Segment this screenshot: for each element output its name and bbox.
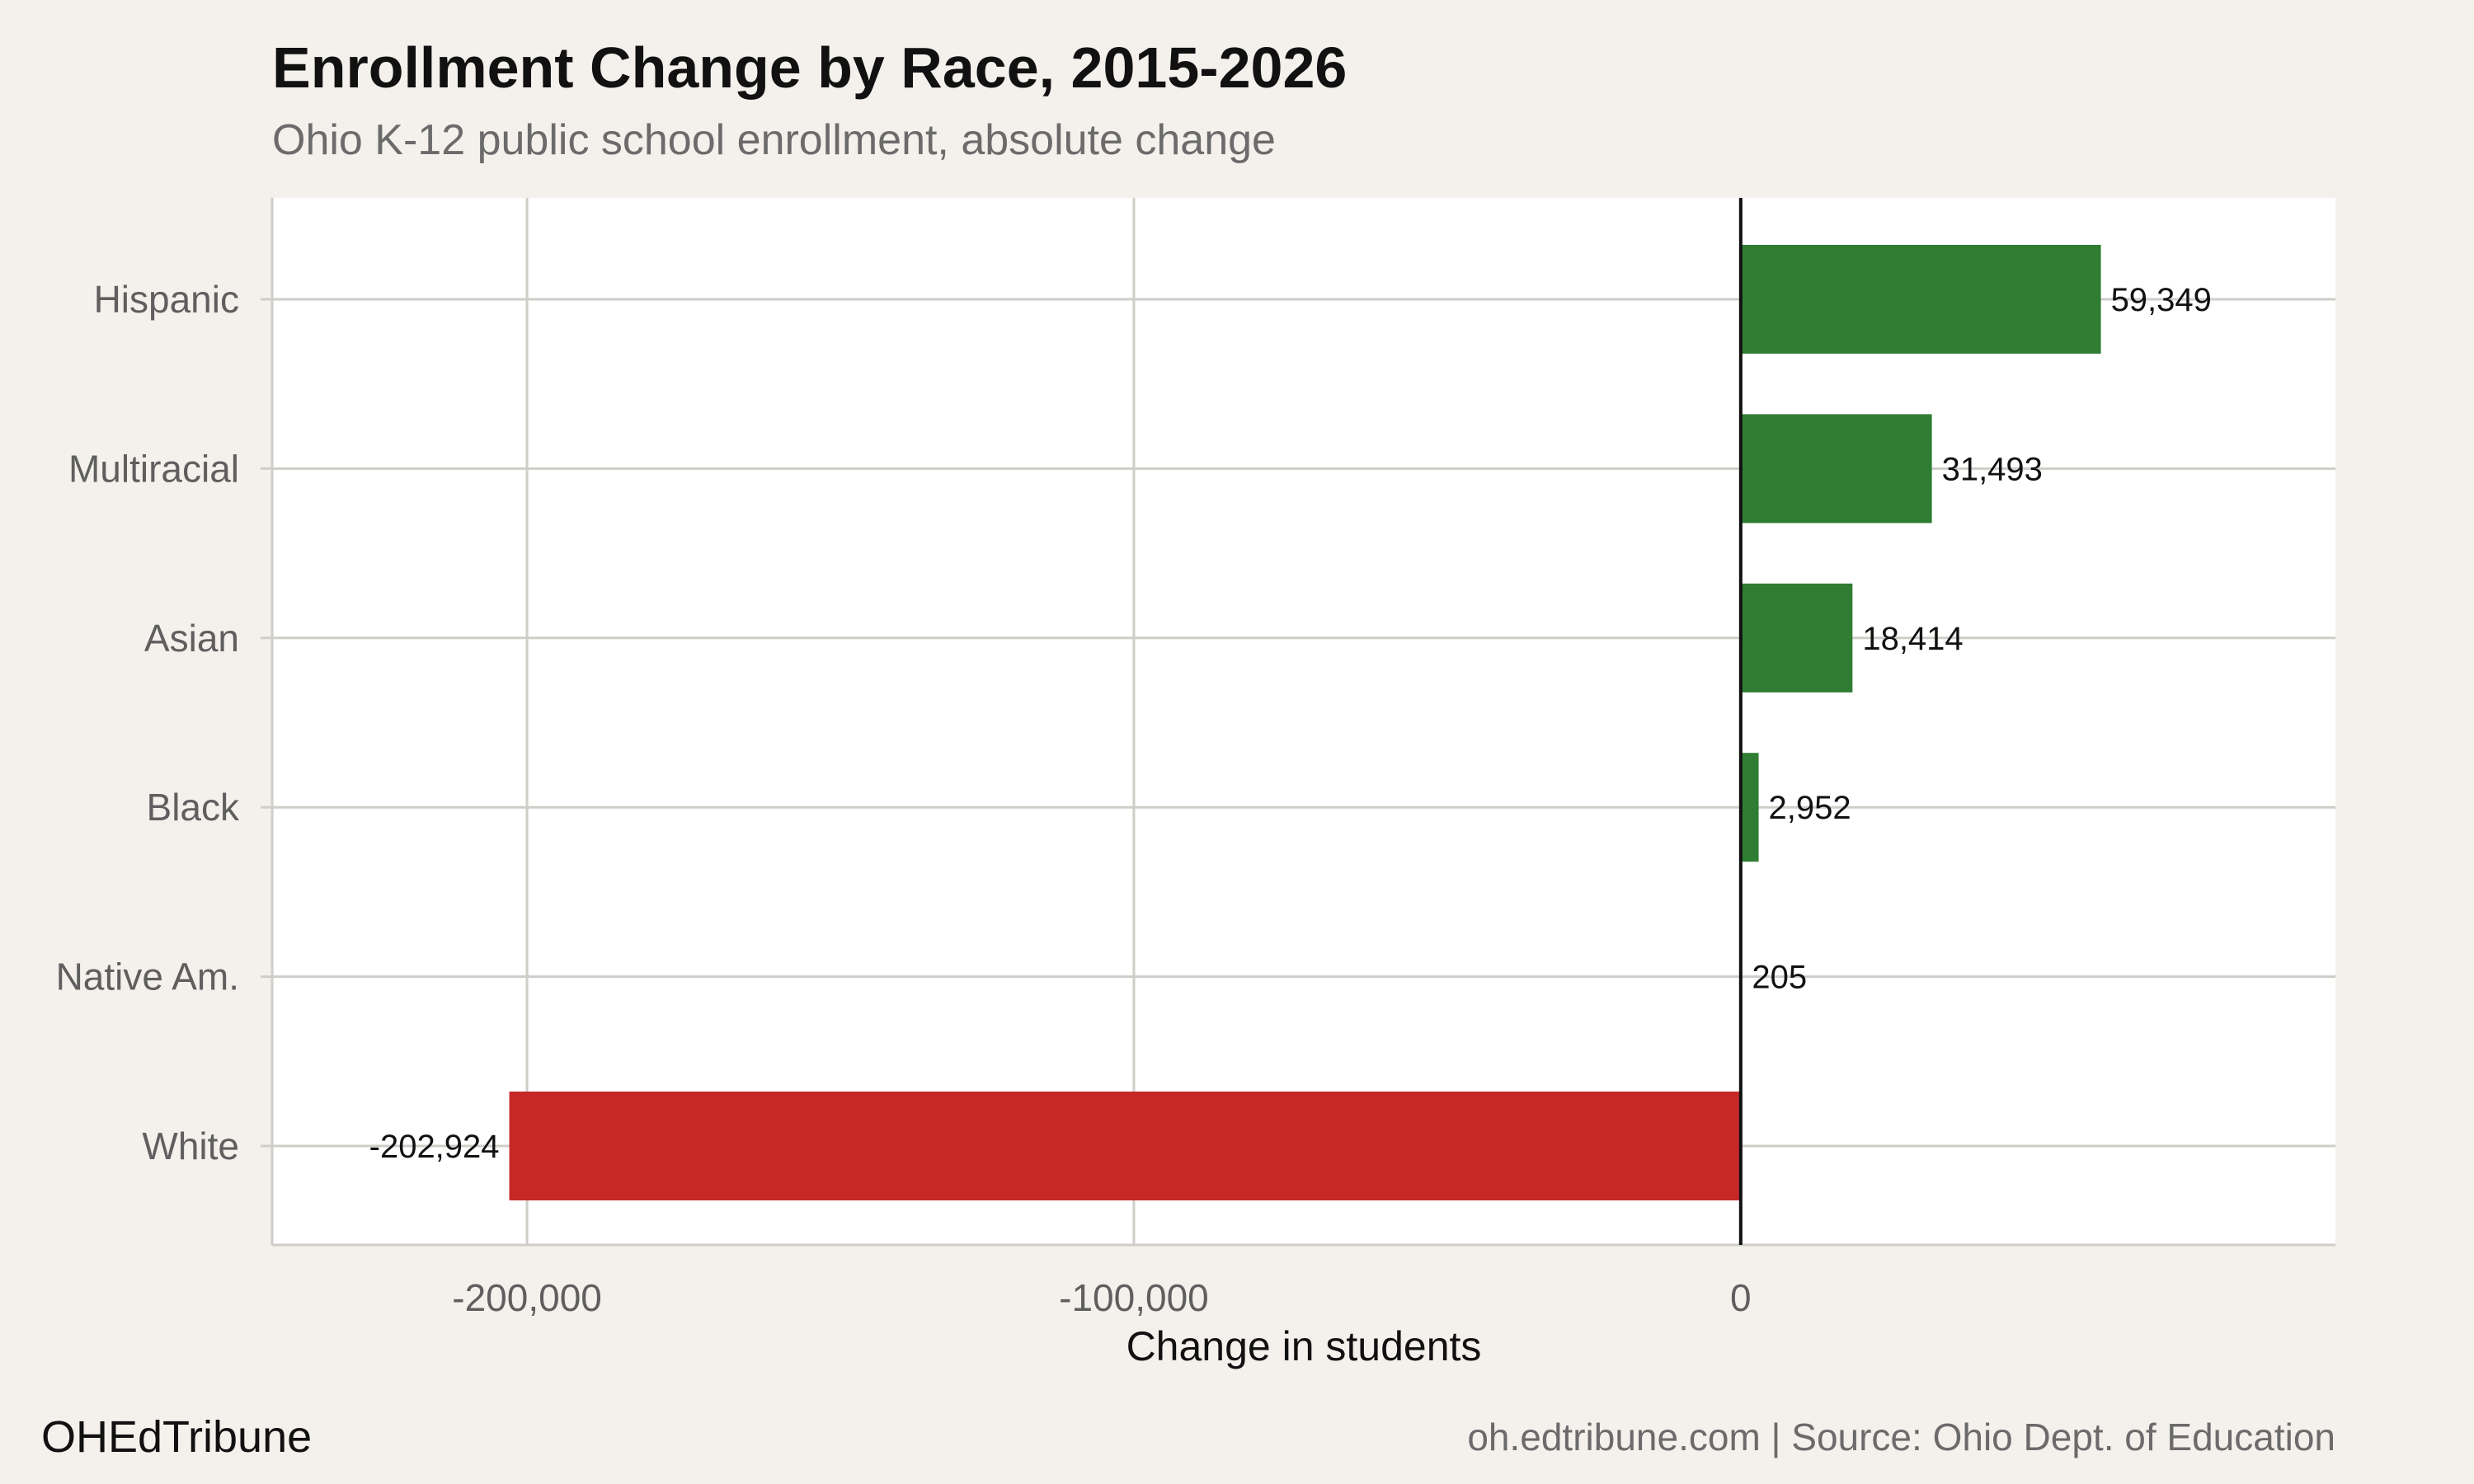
data-label: 205 bbox=[1752, 960, 1807, 996]
bar-black bbox=[1740, 753, 1759, 862]
category-label: Native Am. bbox=[56, 956, 239, 998]
category-label: Hispanic bbox=[94, 278, 239, 321]
brand-logo-text: OHEdTribune bbox=[41, 1412, 313, 1462]
category-label: White bbox=[142, 1125, 239, 1167]
category-label: Multiracial bbox=[68, 447, 239, 490]
data-label: 59,349 bbox=[2111, 282, 2212, 318]
x-tick-label: -200,000 bbox=[452, 1276, 602, 1319]
data-label: 18,414 bbox=[1862, 621, 1963, 657]
data-label: -202,924 bbox=[369, 1129, 500, 1165]
chart-subtitle: Ohio K-12 public school enrollment, abso… bbox=[272, 116, 1276, 164]
bar-asian bbox=[1740, 583, 1853, 693]
plot-panel bbox=[272, 198, 2335, 1245]
x-tick-label: -100,000 bbox=[1059, 1276, 1209, 1319]
data-label: 31,493 bbox=[1942, 451, 2043, 487]
bar-multiracial bbox=[1740, 414, 1932, 524]
x-axis-title: Change in students bbox=[1126, 1323, 1482, 1369]
data-label: 2,952 bbox=[1769, 790, 1851, 826]
category-label: Asian bbox=[144, 617, 239, 660]
source-credit: oh.edtribune.com | Source: Ohio Dept. of… bbox=[1467, 1416, 2335, 1458]
x-tick-label: 0 bbox=[1730, 1276, 1752, 1319]
chart-title: Enrollment Change by Race, 2015-2026 bbox=[272, 35, 1348, 100]
bar-white bbox=[509, 1092, 1741, 1200]
category-label: Black bbox=[147, 786, 240, 829]
bar-hispanic bbox=[1740, 245, 2101, 354]
